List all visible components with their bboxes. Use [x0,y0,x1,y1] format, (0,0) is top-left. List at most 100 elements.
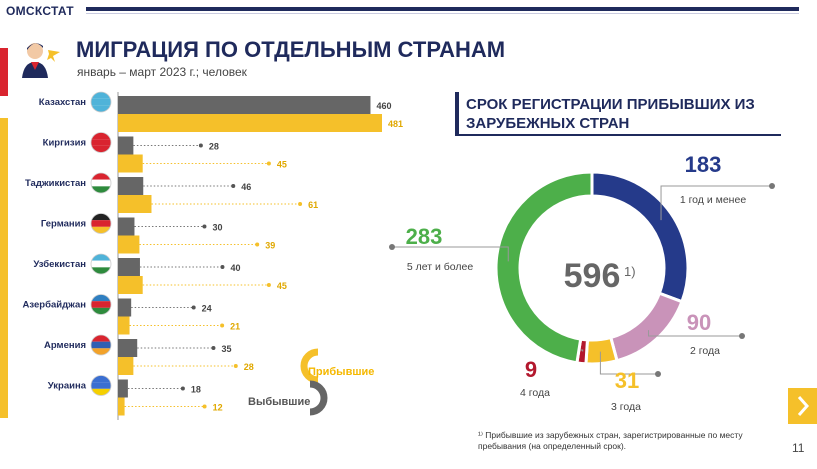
bar-departed [118,339,138,357]
country-flag-icon [90,91,112,113]
leader-dot-departed [202,224,207,229]
header-rule-thin [86,13,799,14]
donut-total-footnote-mark: 1) [624,264,636,279]
leader-dot-departed [180,386,185,391]
page-title: МИГРАЦИЯ ПО ОТДЕЛЬНЫМ СТРАНАМ [76,37,506,62]
data-label-departed: 30 [212,223,222,233]
bar-arrived [118,397,125,416]
country-flag-icon [90,172,112,194]
legend-departed: Выбывшие [248,396,311,408]
donut-slice [584,335,619,366]
bar-departed [118,258,140,276]
page-subtitle: январь – март 2023 г.; человек [77,65,247,79]
leader-dot-departed [211,346,216,350]
data-label-arrived: 39 [265,241,275,251]
data-label-arrived: 45 [277,281,287,291]
data-label-departed: 460 [376,101,391,111]
country-flag-icon [90,334,112,356]
leader-dot-arrived [266,161,271,166]
legend-arrived: Прибывшие [308,366,375,378]
bar-arrived [118,276,143,294]
data-label-departed: 35 [221,344,231,354]
data-label-departed: 46 [241,182,251,192]
donut-value-label: 9 [525,357,537,382]
data-label-arrived: 45 [277,160,287,170]
category-label: Азербайджан [23,300,87,311]
bar-departed [118,379,128,398]
accent-bar-yellow [0,118,8,418]
donut-leader-line [660,185,772,221]
header-rule [86,7,799,11]
donut-slice-label: 4 года [520,387,550,399]
category-label: Армения [44,340,86,351]
leader-dot-departed [191,305,196,310]
category-label: Казахстан [39,97,86,108]
leader-dot-departed [198,143,203,148]
bar-departed [118,298,132,317]
bar-arrived [118,195,152,213]
donut-title: СРОК РЕГИСТРАЦИИ ПРИБЫВШИХ ИЗ ЗАРУБЕЖНЫХ… [466,96,755,132]
donut-leader-line [392,246,509,262]
data-label-arrived: 481 [388,119,403,129]
country-flag-icon [90,253,112,275]
category-label: Таджикистан [25,178,86,189]
category-label: Узбекистан [33,259,86,270]
leader-dot-arrived [202,404,207,409]
brand-logo-text: ОМСКСТАТ [6,4,74,18]
donut-slice-label: 5 лет и более [407,261,473,273]
donut-slice-label: 2 года [690,345,720,357]
leader-dot-arrived [255,242,260,247]
donut-value-label: 283 [406,224,443,249]
bar-arrived [118,114,382,132]
data-label-departed: 28 [209,142,219,152]
donut-slice-label: 1 год и менее [680,194,746,206]
bar-departed [118,177,144,195]
donut-total-value: 596 [564,257,621,295]
person-migration-icon [22,43,60,78]
donut-leader-dot [769,183,775,189]
legend-arc-departed [309,380,328,416]
donut-leader-dot [389,244,395,250]
page-number: 11 [792,441,805,455]
bar-departed [118,96,371,114]
donut-slice-label: 3 года [611,401,641,413]
bar-arrived [118,235,140,254]
country-flag-icon [90,213,112,234]
bar-arrived [118,357,134,375]
chevron-right-icon [797,396,810,416]
accent-bar-red [0,48,8,96]
donut-value-label: 31 [615,368,639,393]
leader-dot-arrived [266,283,271,287]
legend-arc-arrived [300,348,319,384]
category-label: Украина [48,381,87,392]
right-title-frame [455,92,781,136]
bar-departed [118,136,134,155]
donut-value-label: 90 [687,310,711,335]
bar-arrived [118,154,143,173]
donut-leader-dot [655,371,661,377]
category-label: Германия [41,219,86,230]
data-label-departed: 24 [202,304,212,314]
donut-slice [608,291,684,363]
donut-leader-dot [739,333,745,339]
leader-dot-arrived [220,323,225,328]
data-label-arrived: 21 [230,322,240,332]
country-flag-icon [90,375,112,396]
donut-leader-line [599,351,658,375]
donut-leader-line [648,330,742,337]
data-label-arrived: 28 [244,362,254,372]
footnote: ¹⁾ Прибывшие из зарубежных стран, зареги… [478,430,743,451]
leader-dot-departed [231,184,236,188]
donut-slice [494,170,594,365]
next-slide-button[interactable] [788,388,817,424]
country-flag-icon [90,132,112,153]
data-label-arrived: 61 [308,200,318,210]
data-label-departed: 40 [230,263,240,273]
data-label-departed: 18 [191,385,201,395]
donut-value-label: 183 [685,152,722,177]
bar-departed [118,217,135,236]
leader-dot-arrived [298,202,303,206]
leader-dot-arrived [233,364,238,368]
